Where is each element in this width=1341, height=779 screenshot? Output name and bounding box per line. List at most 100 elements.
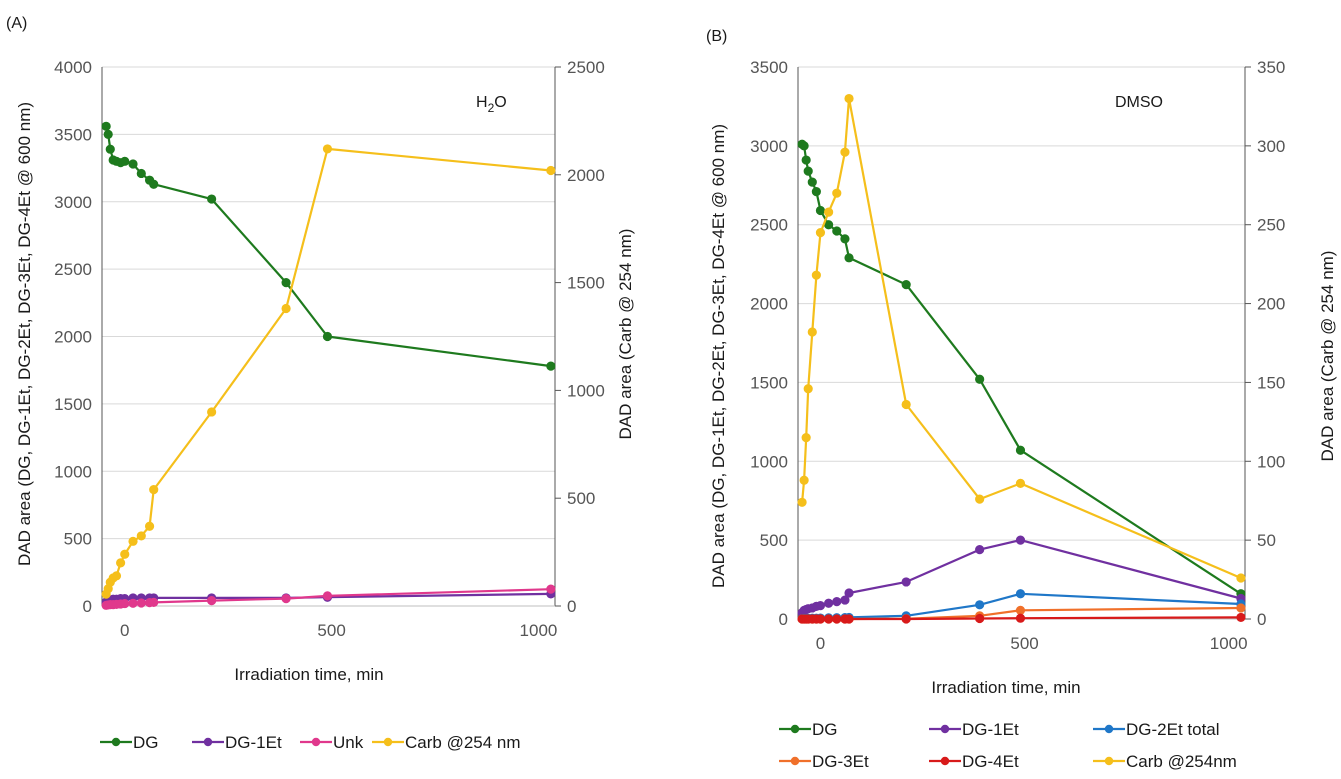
panel-b-x-tick-label: 0 — [816, 634, 825, 653]
panel-b-point-carb-254nm — [807, 327, 817, 337]
panel-b-point-dg — [803, 166, 813, 176]
panel-b-point-dg-1et — [1015, 535, 1026, 545]
panel-b-point-dg — [807, 177, 817, 187]
panel-b-point-dg-3et — [1236, 603, 1246, 613]
panel-b-point-dg-1et — [840, 595, 850, 605]
panel-b-legend-marker-carb-254nm — [1104, 756, 1114, 766]
panel-b-point-dg — [901, 280, 911, 290]
panel-a-point-carb-254-nm — [322, 144, 333, 154]
panel-a-legend-marker-dg — [111, 737, 121, 747]
panel-a-legend-label-dg-1et: DG-1Et — [225, 733, 282, 752]
panel-b-point-dg-4et — [1015, 613, 1026, 623]
panel-a-point-carb-254-nm — [546, 165, 556, 176]
panel-b-point-carb-254nm — [901, 399, 911, 410]
panel-a-legend-marker-carb-254-nm — [383, 737, 393, 747]
panel-b-point-carb-254nm — [824, 207, 834, 217]
panel-b-point-carb-254nm — [975, 494, 985, 504]
panel-b-y-tick-label: 3500 — [750, 58, 788, 77]
panel-a-point-carb-254-nm — [116, 558, 126, 568]
panel-b-point-dg — [811, 186, 821, 197]
panel-b-point-dg-4et — [1236, 612, 1246, 623]
panel-a-point-dg — [103, 129, 113, 139]
panel-b-y2-tick-label: 200 — [1257, 295, 1285, 314]
panel-b-legend-marker-dg-3et — [790, 756, 800, 766]
panel-a-series-line-dg — [105, 126, 552, 368]
panel-a-y-tick-label: 2500 — [54, 260, 92, 279]
panel-a-legend-label-unk: Unk — [333, 733, 364, 752]
panel-b-point-dg — [799, 141, 809, 151]
panel-b-point-dg-3et — [1015, 605, 1026, 615]
panel-b-point-dg-1et — [975, 545, 985, 555]
panel-b-legend: DG DG-1Et DG-2Et total DG-3Et DG-4Et Carb @25… — [779, 720, 1237, 771]
panel-a-point-dg — [105, 144, 115, 154]
panel-a-point-carb-254-nm — [136, 531, 146, 541]
panel-b-y-tick-label: 500 — [760, 531, 788, 550]
panel-a-point-carb-254-nm — [144, 521, 155, 531]
panel-b-point-dg-4et — [844, 614, 854, 624]
panel-a-y-tick-label: 1500 — [54, 395, 92, 414]
panel-a-point-dg — [136, 168, 146, 179]
panel-a-legend: DG DG-1Et Unk Carb @254 nm — [100, 733, 521, 752]
panel-b-point-carb-254nm — [797, 497, 807, 507]
panel-a-y-tick-label: 0 — [83, 597, 92, 616]
panel-a-y-tick-label: 3500 — [54, 125, 92, 144]
panel-b-y-tick-label: 1000 — [750, 452, 788, 471]
panel-b-point-carb-254nm — [840, 147, 850, 157]
panel-a-point-dg — [281, 277, 291, 288]
panel-a-y2-axis-label: DAD area (Carb @ 254 nm) — [616, 229, 635, 440]
panel-a-y2-tick-label: 1500 — [567, 274, 605, 293]
panel-a-y-axis-label: DAD area (DG, DG-1Et, DG-2Et, DG-3Et, DG… — [15, 102, 34, 566]
panel-b-legend-label-dg-4et: DG-4Et — [962, 752, 1019, 771]
panel-b-y2-tick-label: 350 — [1257, 58, 1285, 77]
panel-b-plot: 0500100015002000250030003500050100150200… — [750, 58, 1285, 653]
panel-a-point-unk — [207, 596, 217, 606]
panel-b-point-dg-4et — [832, 614, 842, 624]
panel-b-y2-tick-label: 0 — [1257, 610, 1266, 629]
panel-a-point-unk — [128, 598, 138, 608]
panel-a-point-dg — [149, 179, 159, 189]
panel-b-annotation: DMSO — [1115, 94, 1163, 111]
panel-b-point-dg — [801, 155, 811, 165]
panel-a-x-tick-label: 1000 — [520, 621, 558, 640]
panel-b-legend-marker-dg-4et — [940, 756, 950, 766]
panel-b-x-axis-label: Irradiation time, min — [931, 678, 1080, 697]
panel-b-y-tick-label: 3000 — [750, 137, 788, 156]
panel-a-y2-tick-label: 1000 — [567, 381, 605, 400]
panel-a-point-dg — [546, 361, 556, 371]
panel-a-point-carb-254-nm — [281, 303, 291, 314]
panel-a-point-dg — [207, 194, 217, 204]
panel-b-point-carb-254nm — [1236, 573, 1246, 583]
panel-b-x-tick-label: 500 — [1010, 634, 1038, 653]
panel-a-point-carb-254-nm — [207, 407, 217, 417]
panel-a-label: (A) — [6, 15, 27, 32]
panel-a-y2-tick-label: 500 — [567, 489, 595, 508]
panel-b-legend-marker-dg-1et — [940, 724, 950, 734]
panel-b-point-dg-2et-total — [1015, 589, 1026, 599]
panel-b-point-dg — [1015, 445, 1026, 455]
panel-b-point-carb-254nm — [811, 270, 821, 280]
panel-b-y2-tick-label: 100 — [1257, 452, 1285, 471]
panel-b-legend-marker-dg — [790, 724, 800, 734]
panel-a-legend-marker-unk — [311, 737, 321, 747]
panel-b-point-dg-2et-total — [975, 600, 985, 610]
panel-b-legend-label-dg-2et-total: DG-2Et total — [1126, 720, 1220, 739]
panel-a-y2-tick-label: 2500 — [567, 58, 605, 77]
panel-b-point-dg-1et — [901, 577, 911, 587]
panel-a-y-tick-label: 3000 — [54, 193, 92, 212]
panel-b-point-dg-1et — [832, 597, 842, 607]
panel-a-point-dg — [322, 331, 333, 342]
panel-b-point-dg-4et — [901, 614, 911, 624]
panel-b-point-carb-254nm — [801, 433, 811, 443]
panel-b-y-axis-label: DAD area (DG, DG-1Et, DG-2Et, DG-3Et, DG… — [709, 124, 728, 588]
panel-a-point-unk — [546, 584, 556, 594]
panel-a-point-carb-254-nm — [149, 484, 159, 495]
panel-b-point-dg-1et — [824, 598, 834, 608]
panel-b-legend-label-carb-254nm: Carb @254nm — [1126, 752, 1237, 771]
panel-b-point-dg-1et — [815, 600, 826, 611]
panel-b-legend-label-dg: DG — [812, 720, 838, 739]
panel-a-point-dg — [128, 159, 138, 169]
panel-a-point-dg — [101, 121, 111, 131]
panel-a-x-tick-label: 500 — [317, 621, 345, 640]
panel-b-y2-tick-label: 300 — [1257, 137, 1285, 156]
